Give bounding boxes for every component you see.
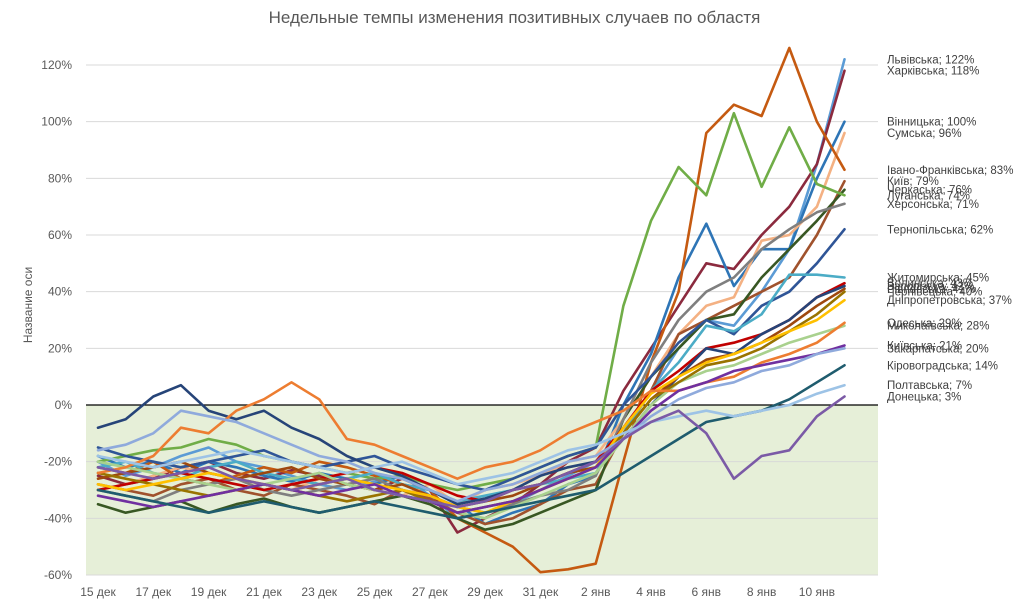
x-tick-label: 4 янв xyxy=(636,585,666,599)
series-line xyxy=(96,228,846,492)
y-axis-ticks: -60% -40% -20% 0% 20% 40% 60% 80% 100% 120% xyxy=(41,58,72,582)
series-end-label: Дніпропетровська; 37% xyxy=(887,295,1012,307)
series-end-label: Херсонська; 71% xyxy=(887,199,979,211)
series-end-label: Кіровоградська; 14% xyxy=(887,360,998,372)
y-tick-label: 0% xyxy=(55,398,73,412)
series-line xyxy=(96,188,846,532)
series-end-label: Івано-Франківська; 83% xyxy=(887,165,1013,177)
series-end-label: Вінницька; 100% xyxy=(887,117,976,129)
series-line xyxy=(96,344,846,515)
series-end-label: Миколаївська; 28% xyxy=(887,321,989,333)
y-tick-label: -40% xyxy=(44,511,72,525)
x-tick-label: 10 янв xyxy=(799,585,835,599)
gridlines xyxy=(86,64,878,576)
y-axis-label: Название оси xyxy=(21,267,35,343)
series-end-label: Одеська; 29% xyxy=(887,318,962,330)
y-tick-label: -60% xyxy=(44,568,72,582)
series-line xyxy=(96,395,846,509)
series-end-labels: Львівська; 122%Харківська; 118% Вінницька… xyxy=(887,54,1013,403)
x-tick-label: 2 янв xyxy=(581,585,611,599)
series-line xyxy=(96,363,846,520)
series-lines xyxy=(96,46,846,574)
series-end-label: Сумська; 96% xyxy=(887,128,962,140)
x-tick-label: 17 дек xyxy=(135,585,171,599)
x-tick-label: 27 дек xyxy=(412,585,448,599)
series-end-label: Волинська; 43% xyxy=(887,278,973,290)
x-tick-label: 19 дек xyxy=(191,585,227,599)
series-end-label: Луганська; 74% xyxy=(887,190,970,202)
y-tick-label: 80% xyxy=(48,171,72,185)
series-line xyxy=(96,346,846,503)
series-end-label: Запорізька; 42% xyxy=(887,281,974,293)
series-line xyxy=(96,321,846,481)
x-tick-label: 21 дек xyxy=(246,585,282,599)
y-tick-label: 100% xyxy=(41,115,72,129)
y-tick-label: 120% xyxy=(41,58,72,72)
x-tick-label: 6 янв xyxy=(692,585,722,599)
y-tick-label: 20% xyxy=(48,341,72,355)
series-end-label: Полтавська; 7% xyxy=(887,380,972,392)
series-end-label: Донецька; 3% xyxy=(887,392,961,404)
series-end-label: Тернопільська; 62% xyxy=(887,224,993,236)
x-tick-label: 29 дек xyxy=(467,585,503,599)
x-tick-label: 31 дек xyxy=(523,585,559,599)
series-line xyxy=(96,284,846,506)
x-tick-label: 15 дек xyxy=(80,585,116,599)
series-end-label: Черкаська; 76% xyxy=(887,185,972,197)
series-end-label: Київ; 79% xyxy=(887,176,939,188)
x-tick-label: 23 дек xyxy=(301,585,337,599)
y-tick-label: -20% xyxy=(44,455,72,469)
series-line xyxy=(96,281,846,503)
x-tick-label: 25 дек xyxy=(357,585,393,599)
y-tick-label: 60% xyxy=(48,228,72,242)
series-end-label: Чернівецька; 40% xyxy=(887,287,982,299)
series-end-label: Львівська; 122% xyxy=(887,54,974,66)
series-end-label: Рівненська; 41% xyxy=(887,284,975,296)
series-line xyxy=(96,383,846,486)
chart-title: Недельные темпы изменения позитивных слу… xyxy=(268,8,761,27)
series-end-label: Харківська; 118% xyxy=(887,66,979,78)
series-end-label: Житомирська; 45% xyxy=(887,273,989,285)
series-line xyxy=(96,179,846,526)
series-end-label: Закарпатська; 20% xyxy=(887,343,989,355)
series-end-label: Київська; 21% xyxy=(887,341,962,353)
x-tick-label: 8 янв xyxy=(747,585,777,599)
y-tick-label: 40% xyxy=(48,285,72,299)
x-axis-ticks: 15 дек 17 дек 19 дек 21 дек 23 дек 25 дек 27 д… xyxy=(80,585,835,599)
